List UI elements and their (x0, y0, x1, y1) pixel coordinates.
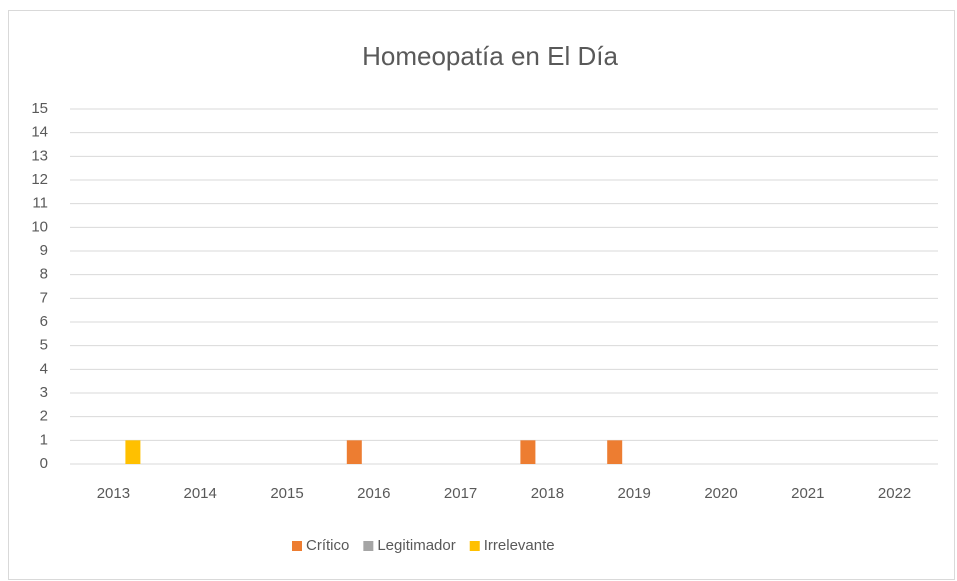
x-tick-label: 2018 (531, 485, 564, 502)
bar (125, 440, 141, 464)
x-tick-label: 2016 (357, 485, 390, 502)
y-tick-label: 12 (31, 171, 48, 188)
x-tick-label: 2020 (704, 485, 737, 502)
x-tick-label: 2022 (878, 485, 911, 502)
y-tick-label: 6 (40, 313, 48, 330)
bar (346, 440, 362, 464)
y-tick-label: 2 (40, 408, 48, 425)
y-tick-label: 13 (31, 147, 48, 164)
y-tick-label: 11 (32, 195, 48, 212)
legend-label: Legitimador (377, 537, 455, 554)
legend-label: Crítico (306, 537, 349, 554)
legend-swatch (363, 541, 374, 551)
y-tick-label: 5 (40, 337, 48, 354)
x-tick-label: 2021 (791, 485, 824, 502)
y-tick-label: 1 (40, 431, 48, 448)
x-tick-label: 2017 (444, 485, 477, 502)
legend-swatch (292, 541, 302, 551)
bar (607, 440, 623, 464)
y-tick-label: 14 (31, 124, 48, 141)
chart-title: Homeopatía en El Día (362, 41, 618, 71)
y-tick-label: 9 (40, 242, 48, 259)
y-tick-label: 15 (31, 100, 48, 117)
y-tick-label: 8 (40, 266, 48, 283)
chart-border (8, 10, 955, 580)
bar (520, 440, 536, 464)
x-tick-label: 2019 (618, 485, 651, 502)
x-tick-label: 2015 (270, 485, 303, 502)
y-tick-label: 4 (40, 360, 48, 377)
y-tick-label: 0 (40, 455, 48, 472)
y-tick-label: 10 (31, 218, 48, 235)
x-tick-label: 2014 (184, 485, 217, 502)
x-tick-label: 2013 (97, 485, 130, 502)
y-tick-label: 7 (40, 289, 48, 306)
legend-label: Irrelevante (484, 537, 555, 554)
legend-swatch (469, 541, 480, 551)
y-tick-label: 3 (40, 384, 48, 401)
